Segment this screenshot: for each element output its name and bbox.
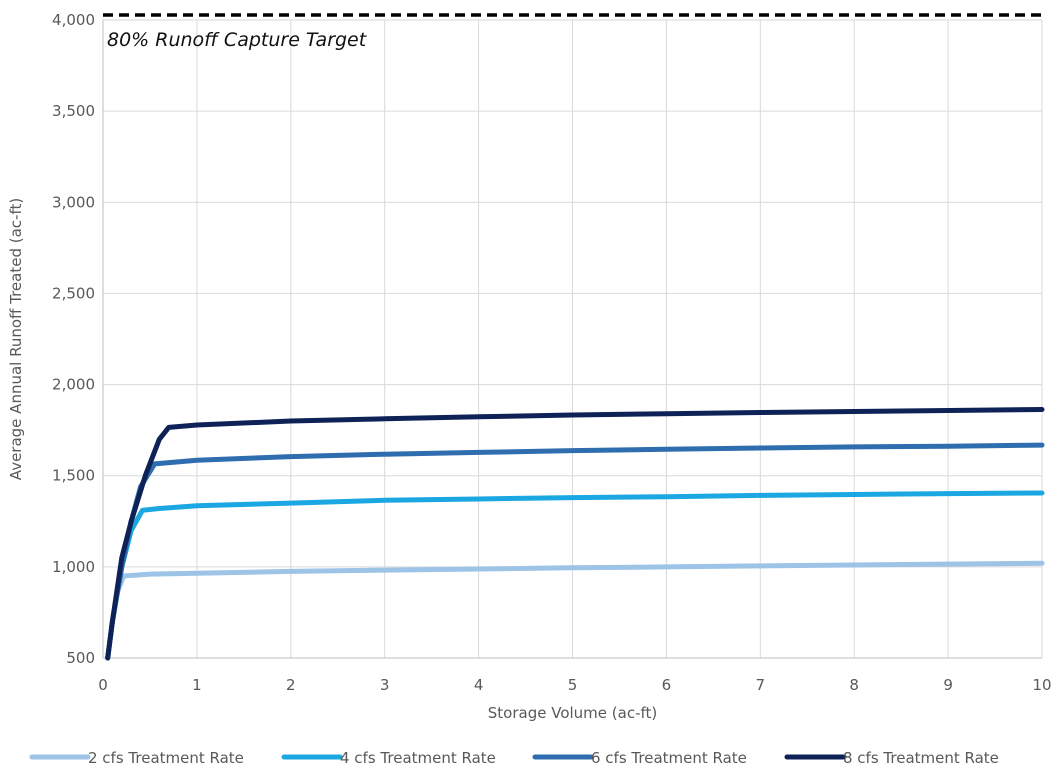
grid [103, 19, 1043, 659]
x-tick-label: 6 [662, 676, 672, 694]
legend-label-1: 2 cfs Treatment Rate [88, 749, 244, 767]
y-tick-labels: 500 1,000 1,500 2,000 2,500 3,000 3,500 4,000 [52, 11, 95, 667]
x-axis-title: Storage Volume (ac-ft) [488, 704, 657, 722]
series-line-4 [105, 407, 1045, 661]
y-tick-label: 3,500 [52, 102, 95, 120]
x-tick-label: 5 [568, 676, 578, 694]
x-tick-label: 1 [192, 676, 202, 694]
x-tick-label: 3 [380, 676, 390, 694]
series-line-2 [105, 490, 1045, 661]
y-tick-label: 2,000 [52, 376, 95, 394]
y-tick-label: 1,500 [52, 467, 95, 485]
legend-label-4: 8 cfs Treatment Rate [843, 749, 999, 767]
x-tick-label: 9 [943, 676, 953, 694]
x-tick-label: 10 [1032, 676, 1051, 694]
x-tick-label: 4 [474, 676, 484, 694]
x-tick-labels: 0 1 2 3 4 5 6 7 8 9 10 [98, 676, 1051, 694]
series-line-1 [105, 560, 1045, 661]
y-tick-label: 500 [66, 649, 95, 667]
x-tick-label: 7 [756, 676, 766, 694]
x-tick-label: 8 [849, 676, 859, 694]
axes [102, 20, 1042, 659]
target-label: 80% Runoff Capture Target [107, 29, 368, 51]
target-reference: 80% Runoff Capture Target [103, 13, 1042, 51]
series-line-3 [105, 442, 1045, 661]
y-axis-title: Average Annual Runoff Treated (ac-ft) [7, 198, 25, 480]
x-tick-label: 2 [286, 676, 296, 694]
series-lines [105, 407, 1045, 661]
y-tick-label: 3,000 [52, 193, 95, 211]
legend-label-3: 6 cfs Treatment Rate [591, 749, 747, 767]
y-tick-label: 4,000 [52, 11, 95, 29]
y-tick-label: 2,500 [52, 284, 95, 302]
legend-label-2: 4 cfs Treatment Rate [340, 749, 496, 767]
legend: 2 cfs Treatment Rate 4 cfs Treatment Rate… [29, 749, 999, 767]
y-tick-label: 1,000 [52, 558, 95, 576]
x-tick-label: 0 [98, 676, 108, 694]
